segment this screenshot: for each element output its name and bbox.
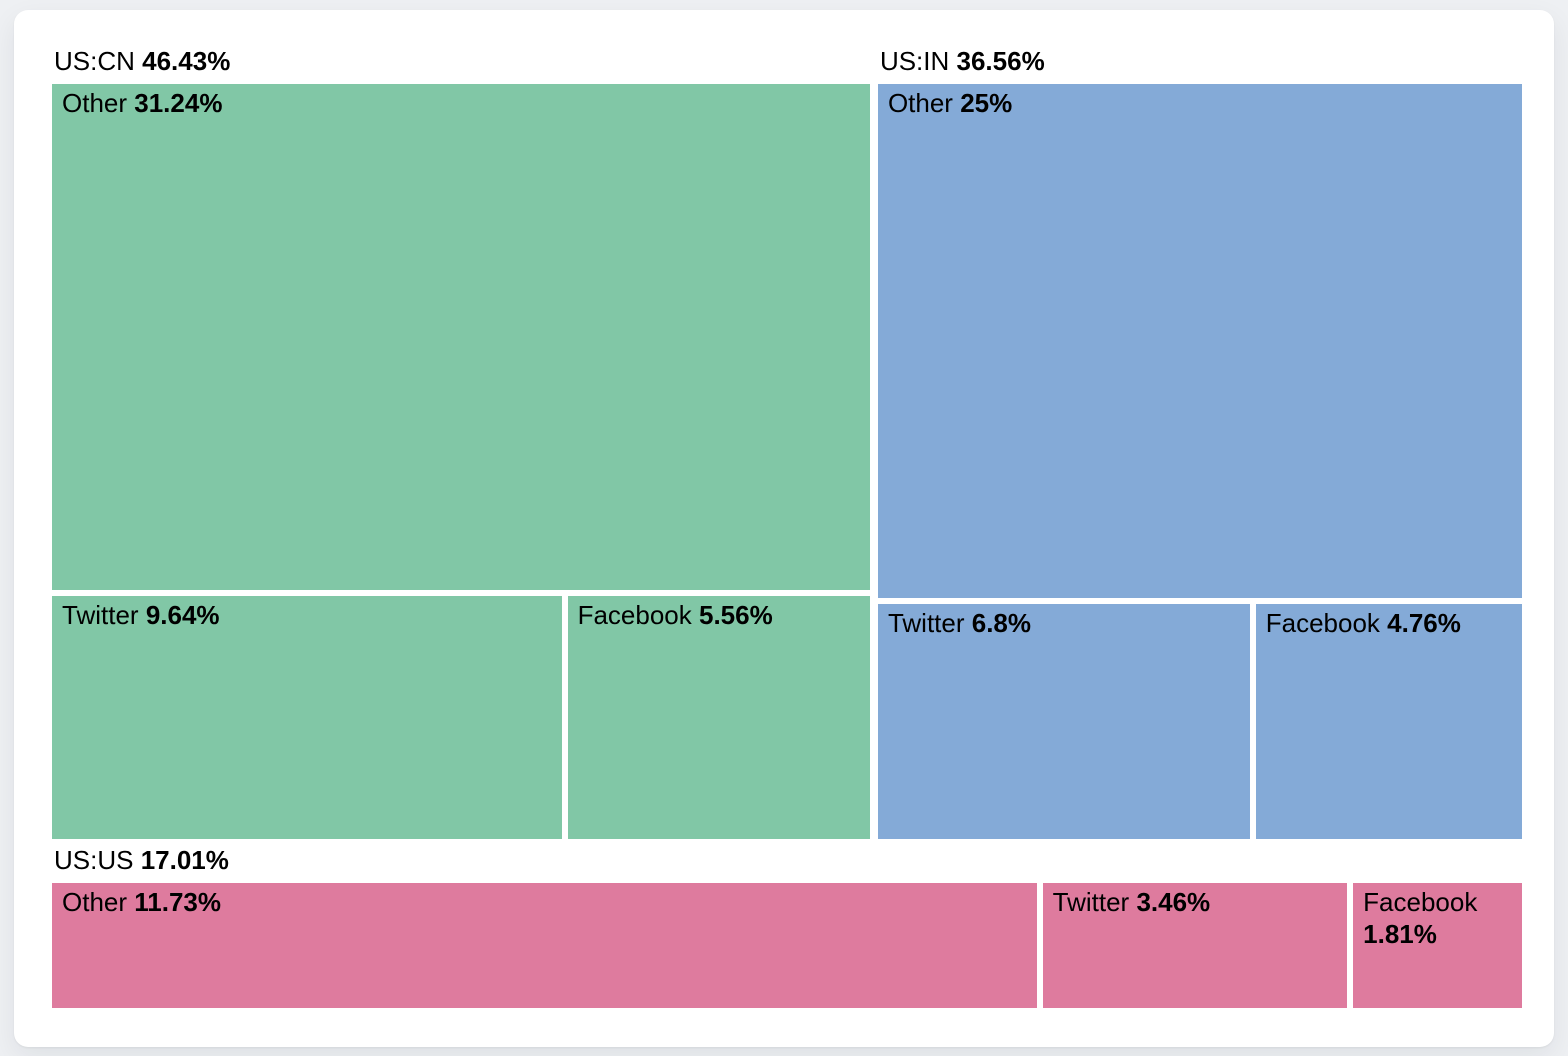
cell-label: Facebook <box>1363 887 1478 918</box>
treemap-row-bottom: US:US 17.01% Other 11.73% Twitter 3.46% <box>52 845 1522 1008</box>
cell-share: 3.46% <box>1136 887 1211 918</box>
cell-label: Facebook <box>1265 608 1380 639</box>
group-cells-us-us: Other 11.73% Twitter 3.46% Facebook 1.81… <box>52 883 1522 1008</box>
group-name: US:US <box>54 845 134 876</box>
cell-share: 9.64% <box>145 600 220 631</box>
cell-label: Other <box>887 88 953 118</box>
group-us-us: US:US 17.01% Other 11.73% Twitter 3.46% <box>52 845 1522 1008</box>
group-name: US:CN <box>54 46 135 76</box>
cell-us-us-facebook[interactable]: Facebook 1.81% <box>1353 883 1522 1008</box>
cell-us-cn-other[interactable]: Other 31.24% <box>52 84 870 591</box>
cell-us-us-twitter[interactable]: Twitter 3.46% <box>1042 883 1348 1008</box>
cell-share: 1.81% <box>1363 919 1437 950</box>
group-header-us-cn: US:CN 46.43% <box>52 46 870 84</box>
treemap-card: US:CN 46.43% Other 31.24% Twitter 9.64% <box>14 10 1554 1047</box>
group-us-in: US:IN 36.56% Other 25% Twitter 6.8% <box>877 46 1522 840</box>
cell-us-in-other[interactable]: Other 25% <box>877 84 1522 599</box>
group-header-us-in: US:IN 36.56% <box>878 46 1522 84</box>
cell-label: Facebook <box>577 600 692 631</box>
cell-share: 31.24% <box>134 88 223 118</box>
cell-label: Other <box>62 887 128 918</box>
group-cells-us-cn: Other 31.24% Twitter 9.64% Facebook 5.56… <box>52 84 870 840</box>
cell-share: 4.76% <box>1387 608 1461 639</box>
group-header-us-us: US:US 17.01% <box>52 845 1522 883</box>
cell-us-us-other[interactable]: Other 11.73% <box>52 883 1037 1008</box>
group-subrow-us-cn: Twitter 9.64% Facebook 5.56% <box>52 596 870 840</box>
group-share: 17.01% <box>140 845 229 876</box>
treemap: US:CN 46.43% Other 31.24% Twitter 9.64% <box>52 46 1522 1008</box>
group-name: US:IN <box>879 46 950 76</box>
cell-us-in-twitter[interactable]: Twitter 6.8% <box>877 604 1250 840</box>
cell-label: Twitter <box>887 608 965 639</box>
cell-us-in-facebook[interactable]: Facebook 4.76% <box>1255 604 1522 840</box>
cell-label: Twitter <box>1052 887 1130 918</box>
cell-us-cn-twitter[interactable]: Twitter 9.64% <box>52 596 562 840</box>
treemap-row-top: US:CN 46.43% Other 31.24% Twitter 9.64% <box>52 46 1522 840</box>
group-subrow-us-us: Other 11.73% Twitter 3.46% Facebook 1.81… <box>52 883 1522 1008</box>
cell-us-cn-facebook[interactable]: Facebook 5.56% <box>567 596 870 840</box>
cell-share: 6.8% <box>971 608 1032 639</box>
cell-share: 5.56% <box>699 600 773 631</box>
cell-label: Twitter <box>62 600 139 631</box>
group-cells-us-in: Other 25% Twitter 6.8% Facebook 4.76% <box>877 84 1522 840</box>
group-subrow-us-in: Twitter 6.8% Facebook 4.76% <box>877 604 1522 840</box>
cell-label: Other <box>62 88 128 118</box>
cell-share: 11.73% <box>134 887 222 918</box>
group-share: 46.43% <box>142 46 231 76</box>
group-us-cn: US:CN 46.43% Other 31.24% Twitter 9.64% <box>52 46 870 840</box>
group-share: 36.56% <box>956 46 1045 76</box>
cell-share: 25% <box>960 88 1013 118</box>
